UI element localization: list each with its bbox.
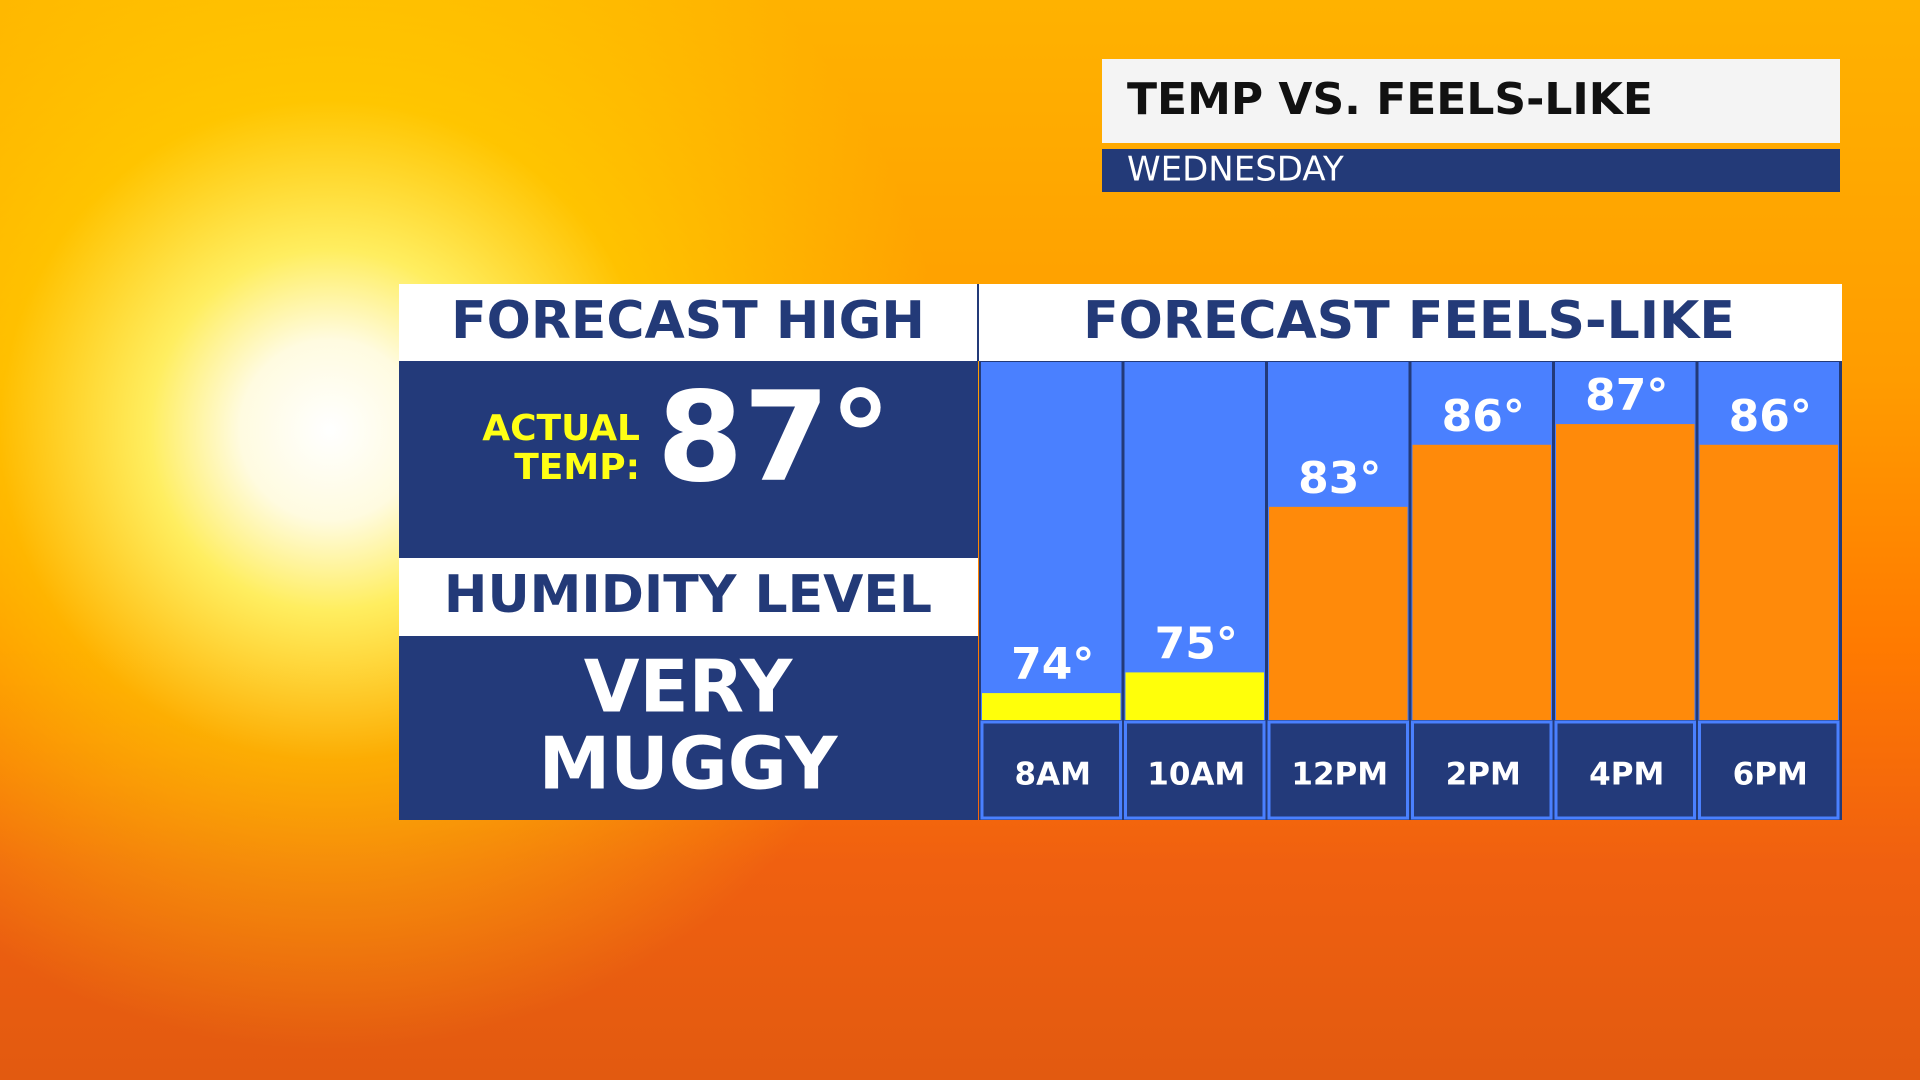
bar: [1269, 506, 1408, 720]
bar: [982, 693, 1121, 720]
x-tick-label: 8AM: [1015, 757, 1091, 793]
humidity-value: VERY: [584, 645, 793, 729]
label-box: [1124, 720, 1266, 820]
chart-title: FORECAST FEELS-LIKE: [1083, 291, 1735, 351]
value-label: 87°: [1585, 370, 1668, 421]
actual-temp: 87°: [657, 366, 892, 510]
column-bg: [981, 362, 1122, 720]
label-box: [1554, 720, 1696, 820]
value-label: 86°: [1442, 391, 1525, 442]
bar: [1125, 672, 1264, 720]
humidity-value: MUGGY: [539, 722, 839, 806]
x-tick-label: 6PM: [1733, 757, 1808, 793]
label-box: [1267, 720, 1409, 820]
humidity-panel: [399, 636, 978, 820]
x-tick-label: 12PM: [1291, 757, 1388, 793]
actual-label: ACTUAL: [482, 408, 640, 449]
heading: FORECAST HIGH: [451, 291, 925, 351]
actual-label: TEMP:: [514, 447, 640, 488]
bar: [1412, 444, 1551, 720]
label-box: [980, 720, 1122, 820]
x-tick-label: 10AM: [1147, 757, 1245, 793]
bar: [1556, 424, 1695, 720]
humidity-header: [399, 558, 978, 636]
humidity-heading: HUMIDITY LEVEL: [444, 565, 932, 625]
subtitle: WEDNESDAY: [1127, 150, 1344, 190]
label-box: [1411, 720, 1553, 820]
bar: [1699, 444, 1838, 720]
title: TEMP VS. FEELS-LIKE: [1127, 74, 1653, 125]
title-box: [1102, 59, 1840, 143]
value-label: 74°: [1011, 639, 1094, 690]
x-tick-label: 2PM: [1446, 757, 1521, 793]
value-label: 83°: [1298, 453, 1381, 504]
label-box: [1698, 720, 1840, 820]
subtitle-bar: [1102, 149, 1840, 192]
x-tick-label: 4PM: [1589, 757, 1664, 793]
header-row: [399, 284, 1842, 361]
value-label: 86°: [1729, 391, 1812, 442]
column-bg: [1124, 362, 1265, 720]
temp-panel: [399, 361, 978, 558]
value-label: 75°: [1155, 618, 1238, 669]
